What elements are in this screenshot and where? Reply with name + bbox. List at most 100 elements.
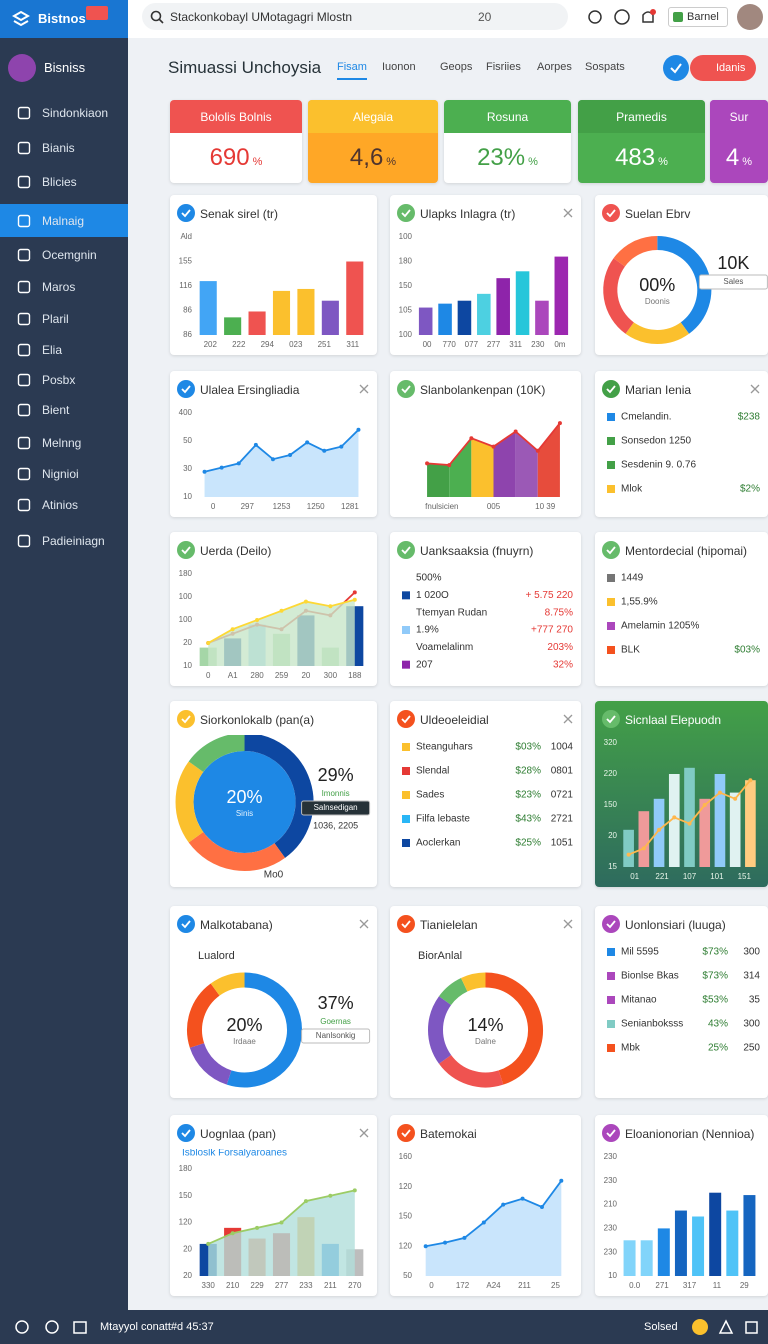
x-label: 1250 [307,502,325,511]
nav-item[interactable]: Atinios [0,490,128,520]
card-title: Slanbolankenpan (10K) [420,383,546,397]
point [288,453,293,457]
tab[interactable]: Fisriies [486,61,521,73]
nav-item[interactable]: Bient [0,395,128,425]
kpi-card: Bololis Bolnis 690% [170,100,302,183]
tag: Nanlsonkig [316,1031,356,1040]
x-label: 230 [531,340,545,349]
card-icon-circle [177,915,195,933]
point [255,1225,260,1230]
list-cell: $23% [515,790,541,801]
kpi-unit: % [658,156,668,168]
card-icon [177,541,195,559]
close-icon[interactable] [563,208,573,218]
top-button[interactable]: Barnel [668,7,728,27]
list-cell: 203% [547,642,573,653]
x-label: 297 [241,502,255,511]
chart: Isbloslk Forsalyaroanes 180 150 120 20 20 330 2… [179,1149,364,1290]
nav-item[interactable]: Padieiniagn [0,526,128,556]
tag: Sales [723,277,743,286]
chart: 400 50 30 10 0 297 1253 1250 1281 [179,408,361,511]
toolbar-icons[interactable] [586,8,696,28]
tab[interactable]: Aorpes [537,61,572,73]
nav-item[interactable]: Melnng [0,428,128,458]
nav-item[interactable]: Nignioi [0,459,128,489]
tab[interactable]: Sospats [585,61,625,73]
nav-item[interactable]: Ocemgnin [0,240,128,270]
list-cell: Mil 5595 [621,947,659,958]
bottom-icons[interactable] [14,1319,94,1335]
y-label: 150 [179,1191,193,1200]
kpi-title: Rosuna [444,100,571,133]
nav-item[interactable]: Maros [0,272,128,302]
card: Mentordecial (hipomai) 1449 1,55.9% Amelami… [595,532,768,686]
status-icons[interactable] [718,1319,762,1335]
bar [657,1228,670,1276]
nav-item[interactable]: Elia [0,335,128,365]
list-cell: Senianboksss [621,1019,683,1030]
bar [496,278,510,335]
note: 1036, 2205 [313,820,358,830]
card-icon-check [606,715,616,724]
close-icon[interactable] [359,384,369,394]
list-cell: Aoclerkan [416,838,460,849]
point [641,846,646,851]
card-icon-check [606,385,616,394]
tab[interactable]: Geops [440,61,473,73]
card-icon-circle [177,710,195,728]
x-label: 259 [275,671,289,680]
check-button[interactable] [663,55,689,81]
area [208,1190,355,1276]
swatch [607,996,615,1004]
card-icon-check [606,1129,616,1138]
x-label: 294 [261,340,275,349]
donut-top: BiorAnlal [418,950,462,962]
card-icon-check [606,546,616,555]
card-icon [602,541,620,559]
x-label: 311 [509,340,522,349]
avatar[interactable] [737,4,763,30]
status-dot [692,1319,708,1335]
point [539,1204,544,1209]
nav-item[interactable]: Blicies [0,167,128,197]
card: Uerda (Deilo) 180 100 100 20 10 0 A1 280 259 20 300… [170,532,377,686]
card-icon-circle [177,1124,195,1142]
area [425,1180,562,1276]
bar [684,767,695,867]
y-label: 15 [608,862,617,871]
logo-icon [12,10,30,27]
card-icon-check [181,209,191,218]
point [559,1178,564,1183]
kpi-unit: % [528,156,538,168]
nav-icon [17,141,31,155]
card-icon-check [401,715,411,724]
close-icon[interactable] [359,919,369,929]
kpi-value: 4 [725,144,740,171]
close-icon[interactable] [563,714,573,724]
x-label: A1 [228,671,238,680]
point [657,827,662,832]
search-box[interactable]: Stackonkobayl UMotagagri Mlostn 20 [142,3,568,30]
list-cell: 35 [749,995,761,1006]
x-label: 251 [318,340,332,349]
card-icon [602,380,620,398]
x-label: 00 [423,340,432,349]
tab[interactable]: Fisam [337,61,367,80]
nav-item[interactable]: Malnaig [0,204,128,237]
x-label: 271 [655,1281,669,1290]
y-label: 120 [179,1218,193,1227]
nav-item[interactable]: Plaril [0,304,128,334]
nav-item[interactable]: Posbx [0,365,128,395]
nav-item[interactable]: Sindonkiaon [0,98,128,128]
card-icon [397,541,415,559]
brand-icon [8,54,36,82]
swatch [402,660,410,669]
close-icon[interactable] [359,1128,369,1138]
action-button[interactable]: Idanis [690,55,756,81]
close-icon[interactable] [563,919,573,929]
tab[interactable]: Iuonon [382,61,416,73]
swatch [402,608,410,617]
nav-item[interactable]: Bianis [0,133,128,163]
close-icon[interactable] [750,384,760,394]
point [748,778,753,783]
